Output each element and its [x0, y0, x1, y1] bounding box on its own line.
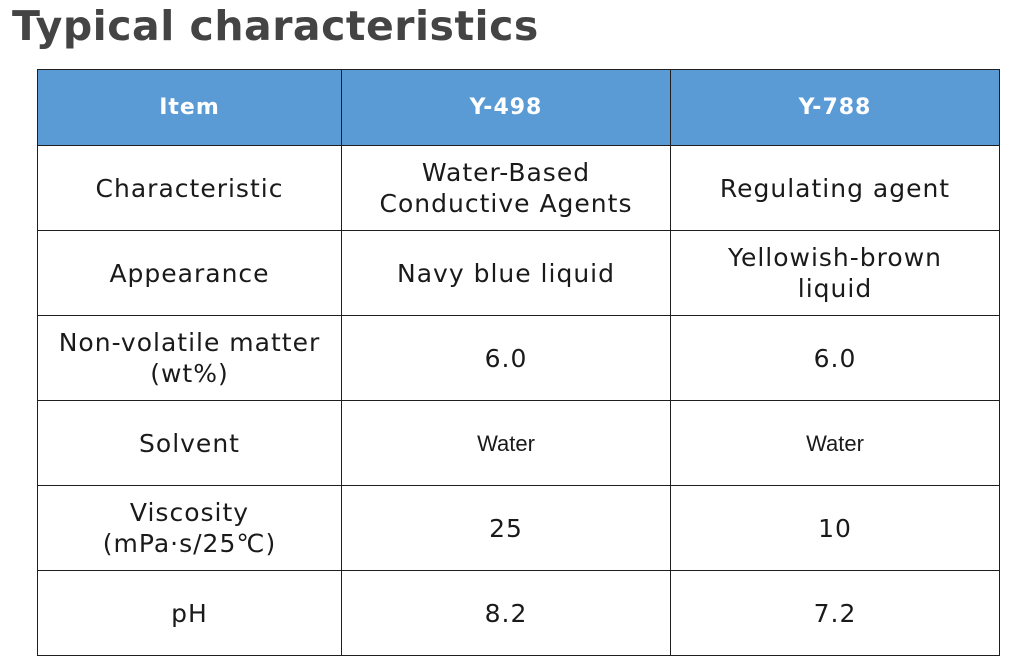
- cell-text: (wt%): [150, 359, 229, 388]
- table-row: pH 8.2 7.2: [37, 570, 1000, 656]
- page-title: Typical characteristics: [12, 2, 539, 50]
- cell-text: 6.0: [484, 343, 528, 373]
- cell-text: Water: [477, 430, 535, 456]
- cell-text: Viscosity: [129, 498, 250, 527]
- cell-text: pH: [171, 598, 208, 628]
- row-characteristic-y-498: Water-Based Conductive Agents: [341, 145, 671, 231]
- table-header-row: Item Y-498 Y-788: [37, 69, 1000, 146]
- row-non-volatile-item: Non-volatile matter (wt%): [37, 315, 342, 401]
- cell-text: Characteristic: [95, 173, 284, 203]
- row-characteristic-item: Characteristic: [37, 145, 342, 231]
- cell-text: 7.2: [813, 598, 857, 628]
- cell-text: liquid: [797, 274, 873, 303]
- cell-text: Conductive Agents: [379, 189, 633, 218]
- row-ph-y-498: 8.2: [341, 570, 671, 656]
- cell-text: Non-volatile matter: [58, 328, 321, 357]
- cell-text: Appearance: [109, 258, 270, 288]
- row-viscosity-y-498: 25: [341, 485, 671, 571]
- row-viscosity-item: Viscosity (mPa·s/25℃): [37, 485, 342, 571]
- row-solvent-y-788: Water: [670, 400, 1000, 486]
- header-y-498: Y-498: [341, 69, 671, 146]
- cell-text: Water: [806, 430, 864, 456]
- row-appearance-y-788: Yellowish-brown liquid: [670, 230, 1000, 316]
- cell-text: Regulating agent: [719, 173, 951, 203]
- row-solvent-item: Solvent: [37, 400, 342, 486]
- cell-text: 6.0: [813, 343, 857, 373]
- characteristics-table: Item Y-498 Y-788 Characteristic Water-Ba…: [37, 69, 1000, 656]
- header-y-788: Y-788: [670, 69, 1000, 146]
- header-item: Item: [37, 69, 342, 146]
- cell-text: Navy blue liquid: [397, 258, 615, 288]
- cell-text: Solvent: [139, 428, 240, 458]
- cell-text: Water-Based: [421, 158, 591, 187]
- row-appearance-item: Appearance: [37, 230, 342, 316]
- row-characteristic-y-788: Regulating agent: [670, 145, 1000, 231]
- row-ph-item: pH: [37, 570, 342, 656]
- row-non-volatile-y-788: 6.0: [670, 315, 1000, 401]
- table-row: Viscosity (mPa·s/25℃) 25 10: [37, 485, 1000, 571]
- row-appearance-y-498: Navy blue liquid: [341, 230, 671, 316]
- cell-text: Yellowish-brown: [728, 243, 942, 272]
- table-row: Solvent Water Water: [37, 400, 1000, 486]
- cell-text: (mPa·s/25℃): [102, 529, 277, 558]
- cell-text: 10: [818, 513, 852, 543]
- table-row: Appearance Navy blue liquid Yellowish-br…: [37, 230, 1000, 316]
- table-row: Characteristic Water-Based Conductive Ag…: [37, 145, 1000, 231]
- row-solvent-y-498: Water: [341, 400, 671, 486]
- cell-text: 8.2: [484, 598, 528, 628]
- table-row: Non-volatile matter (wt%) 6.0 6.0: [37, 315, 1000, 401]
- cell-text: 25: [489, 513, 523, 543]
- row-ph-y-788: 7.2: [670, 570, 1000, 656]
- row-non-volatile-y-498: 6.0: [341, 315, 671, 401]
- row-viscosity-y-788: 10: [670, 485, 1000, 571]
